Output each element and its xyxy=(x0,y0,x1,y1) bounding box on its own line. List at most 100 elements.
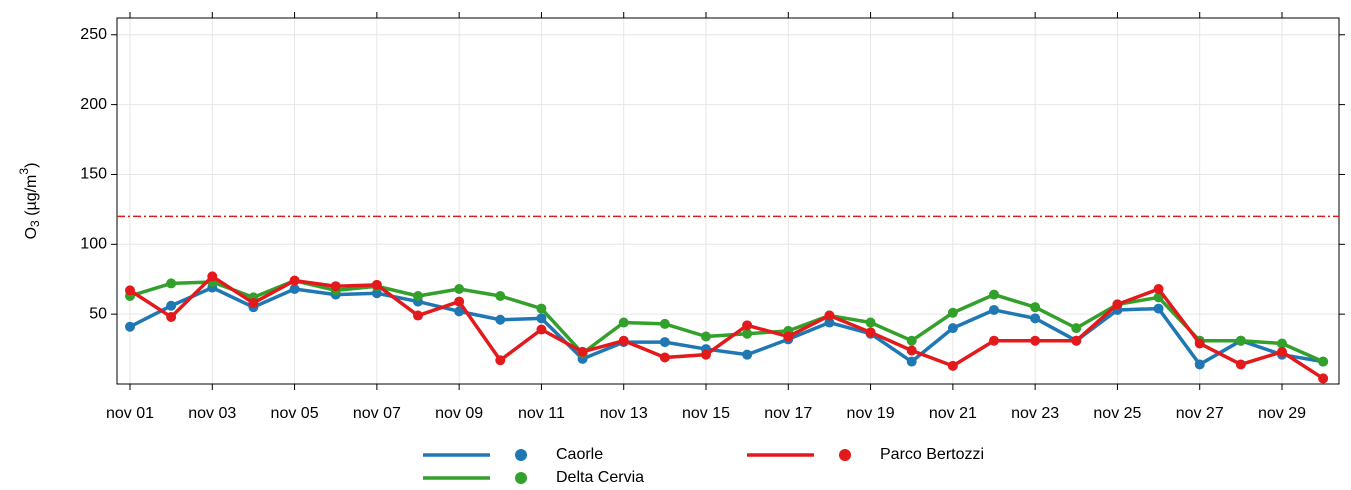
x-tick-label: nov 01 xyxy=(106,405,154,422)
data-point xyxy=(125,285,135,296)
legend-label: Caorle xyxy=(556,446,603,463)
legend-dot xyxy=(839,449,851,461)
x-tick-label: nov 27 xyxy=(1176,405,1224,422)
data-point xyxy=(989,335,999,346)
data-point xyxy=(330,281,341,292)
data-point xyxy=(824,310,835,321)
x-tick-label: nov 19 xyxy=(847,405,895,422)
data-point xyxy=(659,337,670,348)
data-point xyxy=(166,311,177,322)
data-point xyxy=(371,288,382,299)
data-point xyxy=(1030,313,1041,324)
x-tick-label: nov 11 xyxy=(518,405,565,422)
data-point xyxy=(536,303,547,314)
x-tick-label: nov 15 xyxy=(682,405,730,422)
x-tick-label: nov 29 xyxy=(1258,405,1306,422)
plot-frame xyxy=(116,17,1340,385)
x-tick-label: nov 09 xyxy=(435,405,483,422)
data-point xyxy=(659,352,670,363)
data-point xyxy=(125,321,135,332)
data-point xyxy=(1153,284,1164,295)
data-point xyxy=(454,306,465,317)
data-point xyxy=(783,331,794,342)
data-point xyxy=(1277,338,1287,349)
data-point xyxy=(1194,359,1205,370)
data-point xyxy=(824,317,835,328)
data-point xyxy=(413,310,423,321)
data-point xyxy=(1318,373,1329,384)
x-tick-label: nov 17 xyxy=(764,405,812,422)
data-point xyxy=(701,349,711,360)
data-point xyxy=(947,307,958,318)
y-tick-label: 50 xyxy=(89,305,107,322)
data-point xyxy=(577,346,588,357)
y-tick-label: 100 xyxy=(80,236,107,253)
data-point xyxy=(289,284,300,295)
x-tick-label: nov 21 xyxy=(929,405,977,422)
data-point xyxy=(1277,346,1287,357)
data-point xyxy=(989,304,999,315)
x-tick-label: nov 05 xyxy=(271,405,319,422)
data-point xyxy=(248,297,259,308)
data-point xyxy=(1071,335,1082,346)
data-point xyxy=(1030,335,1041,346)
data-point xyxy=(495,355,506,366)
data-point xyxy=(166,300,177,311)
data-point xyxy=(413,290,423,301)
data-point xyxy=(865,317,876,328)
y-tick-label: 150 xyxy=(80,166,107,183)
y-label-end: ) xyxy=(23,163,40,168)
y-label-main: O xyxy=(23,227,40,239)
data-point xyxy=(1153,303,1164,314)
data-point xyxy=(454,284,465,295)
data-point xyxy=(536,324,547,335)
data-point xyxy=(1318,356,1329,367)
data-point xyxy=(701,331,711,342)
y-tick-label: 250 xyxy=(80,26,107,43)
data-point xyxy=(1030,302,1041,313)
data-point xyxy=(166,278,177,289)
data-point xyxy=(865,327,876,338)
x-tick-label: nov 07 xyxy=(353,405,401,422)
data-point xyxy=(989,289,999,300)
data-point xyxy=(1112,299,1123,310)
x-tick-label: nov 13 xyxy=(600,405,648,422)
data-point xyxy=(742,320,753,331)
series-line xyxy=(129,285,1324,367)
legend-dot xyxy=(515,472,527,484)
data-point xyxy=(947,323,958,334)
data-point xyxy=(947,360,958,371)
y-tick-label: 200 xyxy=(80,96,107,113)
y-label-rest: (µg/m xyxy=(23,175,40,221)
data-point xyxy=(207,271,218,282)
data-point xyxy=(618,335,629,346)
x-tick-label: nov 23 xyxy=(1011,405,1059,422)
x-tick-label: nov 03 xyxy=(188,405,236,422)
data-point xyxy=(659,318,670,329)
legend-label: Delta Cervia xyxy=(556,469,644,486)
data-point xyxy=(742,328,753,339)
data-point xyxy=(742,349,753,360)
data-point xyxy=(1235,359,1246,370)
data-point xyxy=(495,290,506,301)
legend-dot xyxy=(515,449,527,461)
y-label-sub: 3 xyxy=(28,220,42,227)
x-tick-label: nov 25 xyxy=(1093,405,1141,422)
data-point xyxy=(289,275,300,286)
y-label-sup: 3 xyxy=(17,168,31,175)
legend-label: Parco Bertozzi xyxy=(880,446,984,463)
data-point xyxy=(371,279,382,290)
series-line xyxy=(129,274,1325,380)
y-axis-label: O3 (µg/m3) xyxy=(17,163,42,240)
data-point xyxy=(1235,335,1246,346)
data-point xyxy=(454,296,465,307)
data-point xyxy=(1194,338,1205,349)
data-point xyxy=(906,335,917,346)
data-point xyxy=(906,356,917,367)
data-point xyxy=(906,345,917,356)
data-point xyxy=(1071,323,1082,334)
data-point xyxy=(495,314,506,325)
data-point xyxy=(618,317,629,328)
data-point xyxy=(536,313,547,324)
